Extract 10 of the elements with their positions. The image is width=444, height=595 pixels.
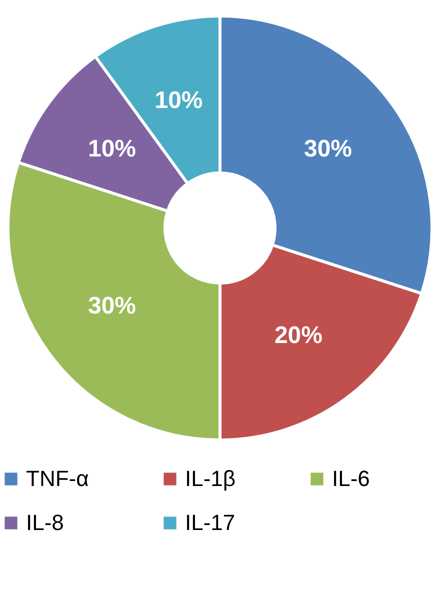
data-label: 10% [88, 136, 136, 163]
data-label: 20% [274, 322, 322, 350]
legend-label: IL-8 [26, 510, 64, 535]
data-label: 30% [88, 292, 136, 320]
legend-label: IL-6 [332, 466, 370, 491]
legend-label: IL-17 [185, 510, 236, 535]
legend-label: IL-1β [185, 466, 236, 491]
data-label: 30% [304, 136, 352, 163]
legend-label: TNF-α [26, 466, 90, 491]
data-label: 10% [154, 87, 203, 114]
